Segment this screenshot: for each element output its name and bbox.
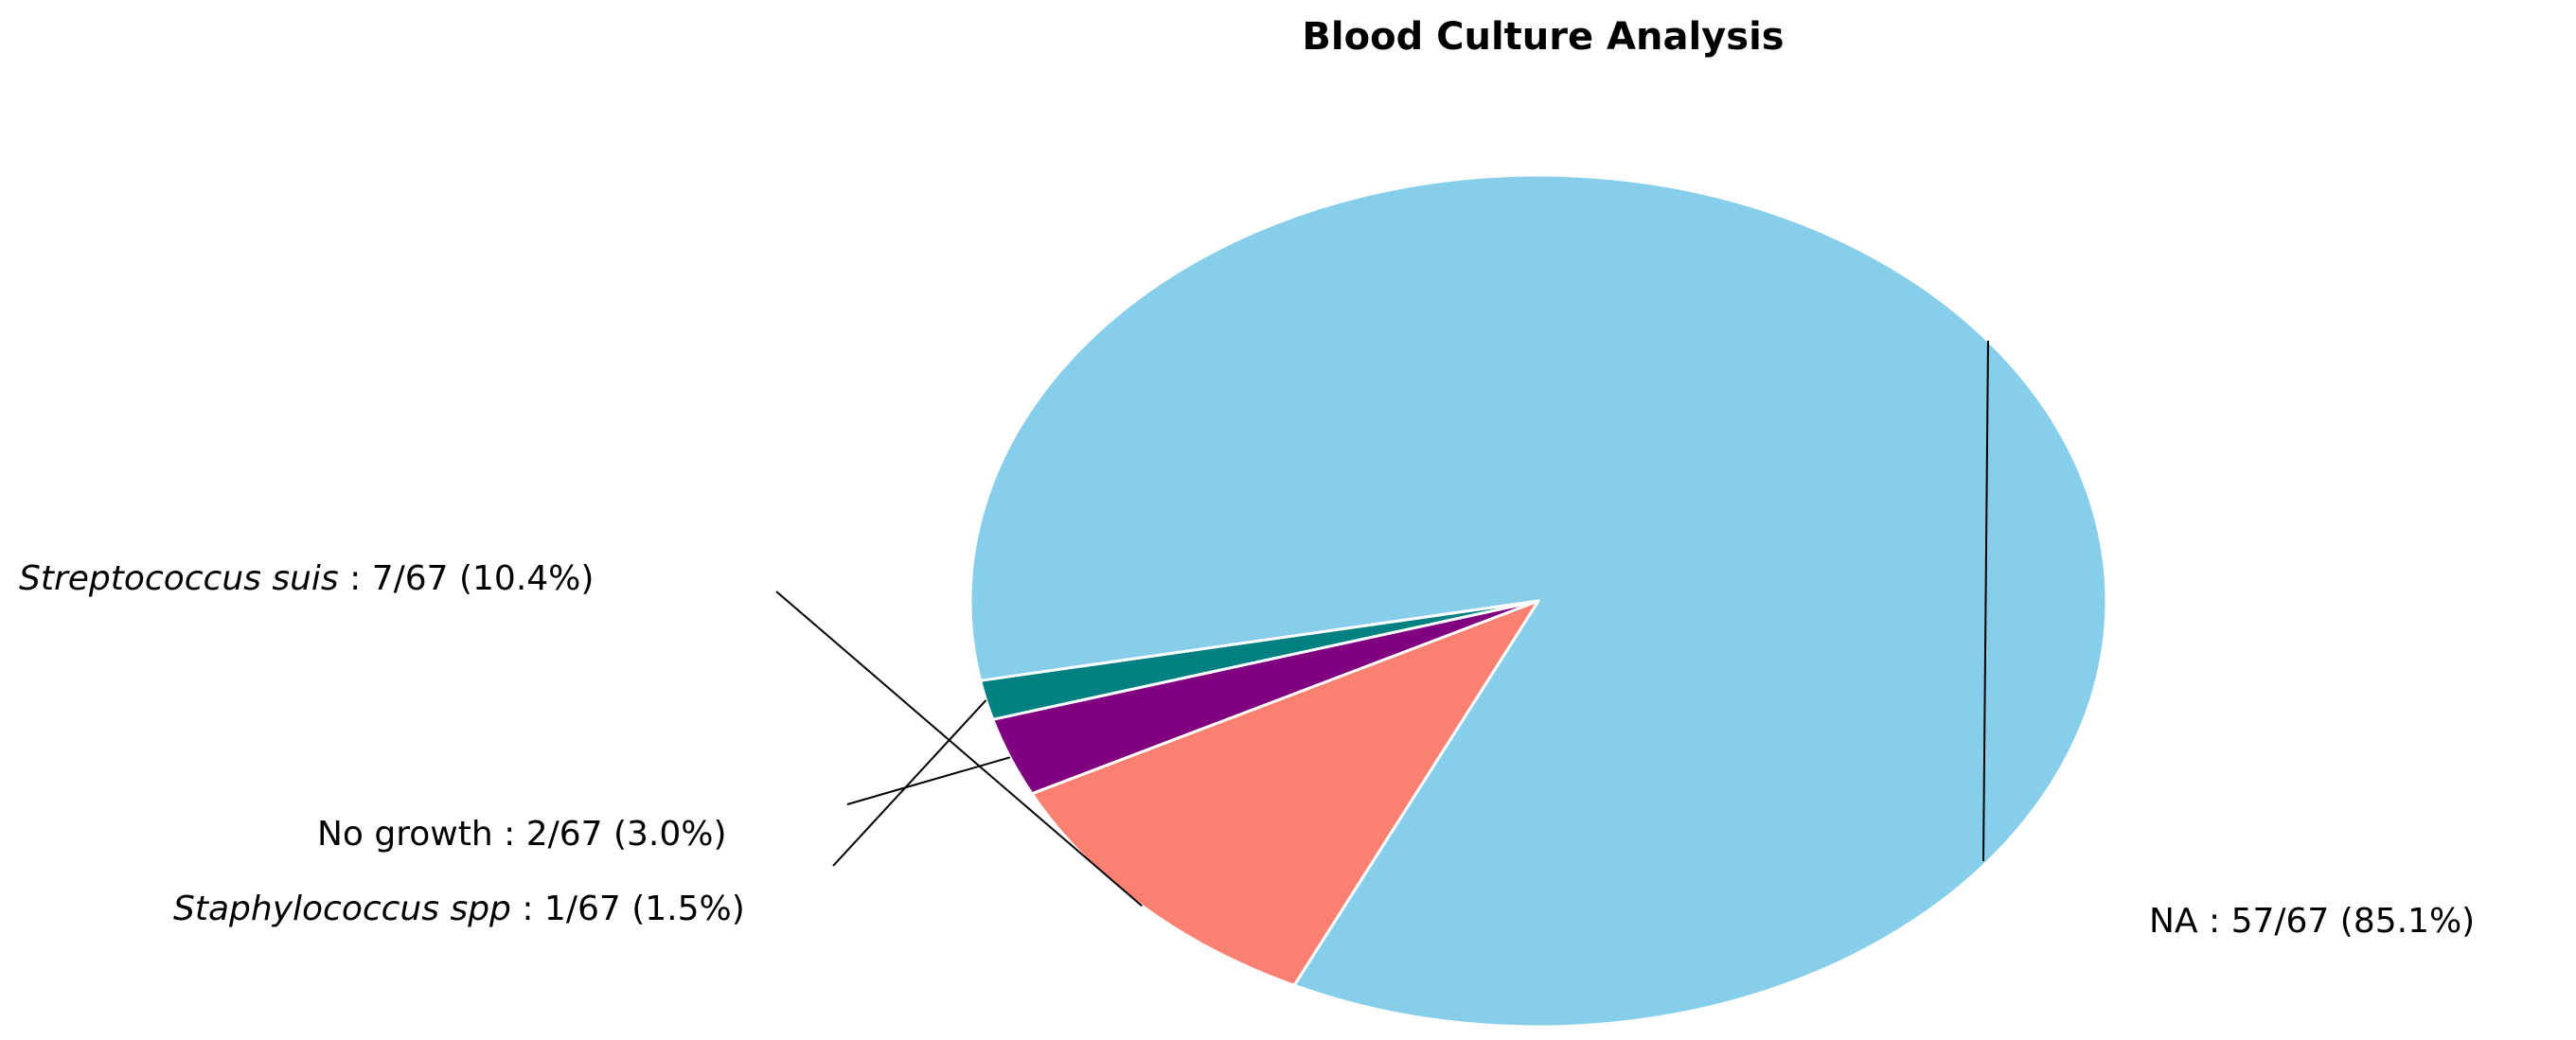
slice-label-staphylococcus-spp: Staphylococcus spp : 1/67 (1.5%): [173, 890, 745, 928]
pie-slices: [968, 173, 2108, 1029]
leader-line-streptococcus-suis: [775, 591, 1143, 907]
slice-label-streptococcus-suis: Streptococcus suis : 7/67 (10.4%): [19, 559, 594, 598]
leader-lines: [775, 340, 1989, 907]
slice-label-no-growth: No growth : 2/67 (3.0%): [317, 815, 727, 854]
chart-title: Blood Culture Analysis: [1302, 15, 1784, 59]
leader-line-na: [1982, 340, 1989, 862]
leader-line-staphylococcus-spp: [832, 699, 987, 867]
leader-line-no-growth: [846, 756, 1011, 805]
slice-label-na: NA : 57/67 (85.1%): [2149, 902, 2475, 941]
pie-slice-streptococcus-suis: [1030, 599, 1540, 987]
